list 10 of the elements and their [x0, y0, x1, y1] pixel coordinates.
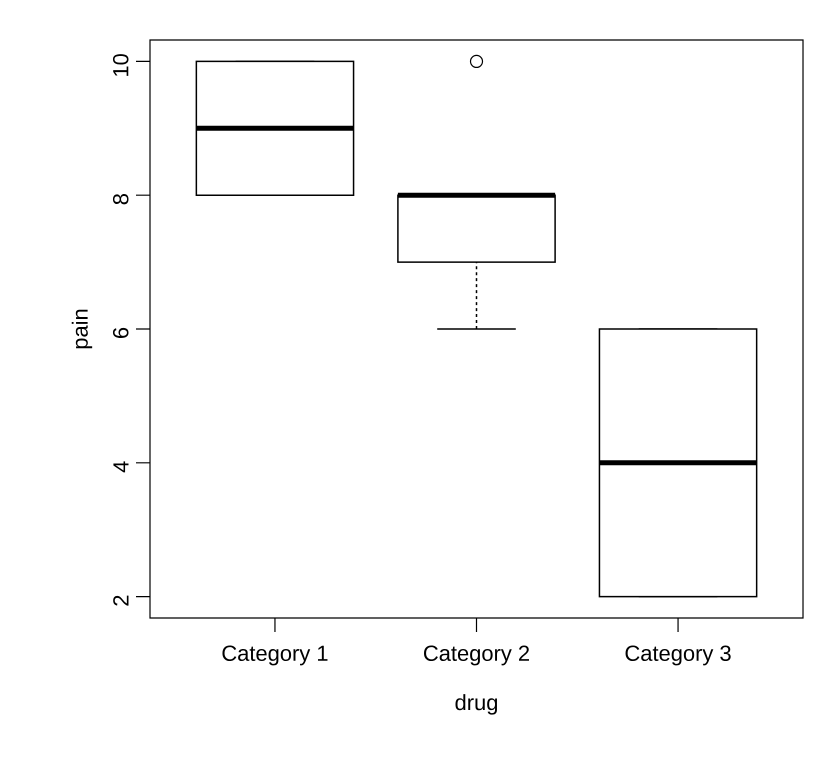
- x-tick-label: Category 3: [626, 646, 731, 666]
- x-tick-label: Category 1: [222, 646, 328, 666]
- y-tick-label: 6: [112, 328, 128, 338]
- y-tick-label: 10: [112, 54, 128, 76]
- x-tick-label: Category 2: [424, 646, 529, 666]
- x-axis-title: drug: [455, 694, 498, 715]
- y-tick-label: 4: [113, 461, 128, 472]
- y-tick-label: 2: [113, 596, 128, 606]
- y-axis-title: pain: [72, 310, 92, 348]
- y-tick-label: 8: [112, 194, 128, 204]
